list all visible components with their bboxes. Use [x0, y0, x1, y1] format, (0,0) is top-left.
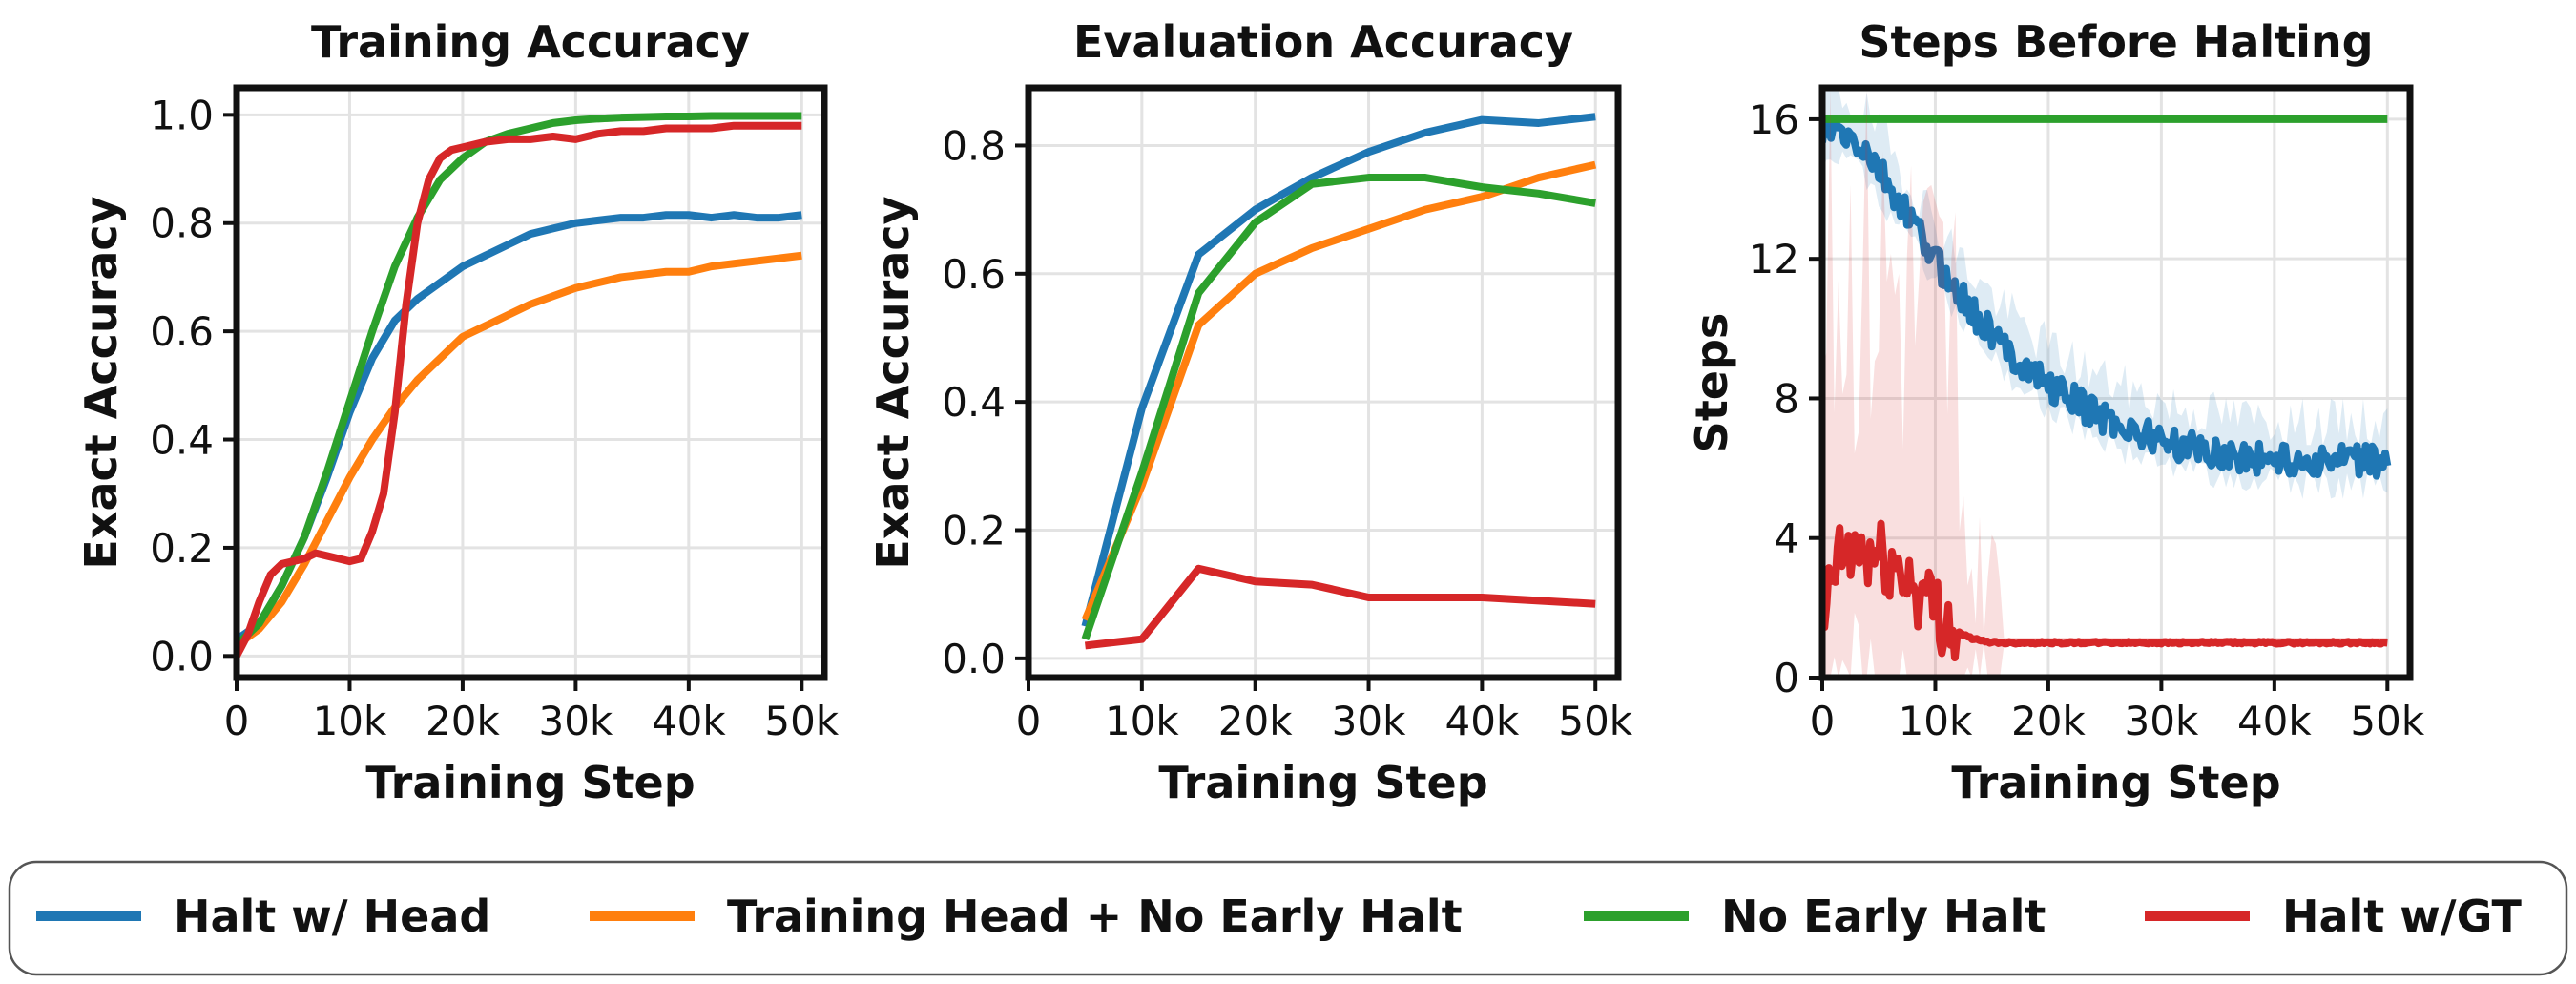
x-tick-label: 40k [2237, 698, 2312, 744]
axes-frame [233, 84, 828, 681]
series-halt-w-head [1822, 115, 2392, 480]
series-halt-w-gt [1084, 564, 1596, 650]
y-tick-label: 0 [1774, 655, 1799, 701]
series-halt-w-head [1081, 113, 1596, 628]
plot-area [237, 112, 802, 659]
x-tick-label: 40k [652, 698, 726, 744]
panel-training-accuracy: 0 10k 20k 30k 40k 50k 0.0 0.2 0.4 0.6 0.8 1.0 Traini… [75, 16, 840, 808]
x-tick-label: 0 [1016, 698, 1042, 744]
y-tick-label: 0.4 [150, 417, 214, 464]
axes-frame [1818, 84, 2414, 681]
legend: Halt w/ Head Training Head + No Early Ha… [8, 860, 2568, 976]
series-halt-w-head [237, 211, 802, 643]
x-tick-label: 10k [1105, 698, 1179, 744]
legend-label-1: Training Head + No Early Halt [727, 890, 1463, 942]
plot-area [1822, 88, 2392, 678]
y-tick-label: 4 [1774, 515, 1799, 562]
x-tick-label: 20k [2011, 698, 2086, 744]
x-tick-label: 50k [2350, 698, 2424, 744]
x-tick-label: 0 [224, 698, 250, 744]
x-tick-label: 30k [2125, 698, 2199, 744]
x-tick-label: 30k [1332, 698, 1406, 744]
x-axis-label: Training Step [1951, 757, 2280, 808]
y-tick-label: 8 [1774, 375, 1799, 422]
legend-label-2: No Early Halt [1721, 890, 2046, 942]
y-tick-label: 0.2 [942, 508, 1006, 555]
series-no-early-halt [1081, 174, 1596, 640]
band-halt-w-gt [1822, 88, 2388, 678]
plot-area [1081, 113, 1597, 650]
y-tick-label: 0.0 [150, 633, 214, 680]
x-tick-label: 50k [1558, 698, 1632, 744]
y-tick-label: 12 [1749, 236, 1799, 283]
series-training-head-no-early-halt [1081, 160, 1597, 622]
panel-title: Steps Before Halting [1859, 16, 2373, 68]
y-tick-label: 0.0 [942, 636, 1006, 682]
panel-title: Training Accuracy [311, 16, 750, 68]
y-tick-label: 0.8 [942, 122, 1006, 169]
panel-title: Evaluation Accuracy [1073, 16, 1573, 68]
x-axis-label: Training Step [365, 757, 695, 808]
series-no-early-halt [237, 112, 802, 648]
y-tick-label: 0.2 [150, 525, 214, 572]
legend-frame [8, 860, 2568, 976]
legend-label-0: Halt w/ Head [174, 890, 490, 942]
x-tick-label: 40k [1445, 698, 1520, 744]
panel-steps-before-halting: 0 10k 20k 30k 40k 50k 0 4 8 12 16 Steps Before Halt… [1686, 16, 2425, 808]
y-tick-label: 1.0 [150, 92, 214, 138]
axes-frame [1025, 84, 1622, 681]
x-tick-label: 10k [1899, 698, 1973, 744]
panel-evaluation-accuracy: 0 10k 20k 30k 40k 50k 0.0 0.2 0.4 0.6 0.8 Evaluatio… [867, 16, 1633, 808]
x-tick-label: 20k [1218, 698, 1293, 744]
series-training-head-no-early-halt [237, 251, 802, 649]
x-tick-label: 20k [426, 698, 500, 744]
x-tick-label: 10k [313, 698, 387, 744]
y-axis-label: Steps [1686, 313, 1737, 453]
series-halt-w-gt [1822, 519, 2390, 662]
y-tick-label: 0.8 [150, 200, 214, 247]
y-axis-label: Exact Accuracy [867, 196, 919, 569]
y-tick-label: 0.6 [942, 251, 1006, 298]
y-axis-label: Exact Accuracy [75, 196, 127, 569]
series-halt-w-gt [237, 121, 802, 659]
legend-label-3: Halt w/GT [2282, 890, 2523, 942]
y-tick-label: 0.4 [942, 379, 1006, 426]
x-axis-label: Training Step [1158, 757, 1487, 808]
y-tick-label: 16 [1749, 96, 1799, 143]
x-tick-label: 50k [764, 698, 839, 744]
x-tick-label: 0 [1810, 698, 1836, 744]
x-tick-label: 30k [539, 698, 613, 744]
y-tick-label: 0.6 [150, 308, 214, 355]
